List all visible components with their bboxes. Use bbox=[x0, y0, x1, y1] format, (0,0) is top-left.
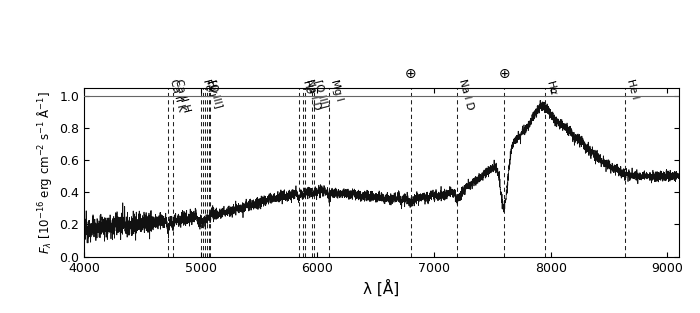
Text: Na I D: Na I D bbox=[304, 78, 322, 111]
Text: H$\gamma$: H$\gamma$ bbox=[203, 77, 220, 97]
Y-axis label: $F_{\lambda}$ [10$^{-16}$ erg cm$^{-2}$ s$^{-1}$ Å$^{-1}$]: $F_{\lambda}$ [10$^{-16}$ erg cm$^{-2}$ … bbox=[34, 91, 54, 254]
Text: [O III]: [O III] bbox=[207, 78, 224, 109]
Text: H$\alpha$: H$\alpha$ bbox=[545, 78, 561, 97]
Text: Fe I: Fe I bbox=[201, 78, 215, 98]
Text: [O III]: [O III] bbox=[313, 78, 330, 109]
Text: He I: He I bbox=[625, 78, 640, 100]
Text: $\oplus$: $\oplus$ bbox=[405, 67, 417, 81]
X-axis label: λ [Å]: λ [Å] bbox=[363, 280, 400, 297]
Text: $\oplus$: $\oplus$ bbox=[498, 67, 510, 81]
Text: Ca II H: Ca II H bbox=[173, 78, 191, 114]
Text: Mg I: Mg I bbox=[329, 78, 344, 102]
Text: H$\beta$: H$\beta$ bbox=[299, 77, 316, 96]
Text: Ca II K: Ca II K bbox=[168, 78, 186, 113]
Text: Na I D: Na I D bbox=[457, 78, 475, 111]
